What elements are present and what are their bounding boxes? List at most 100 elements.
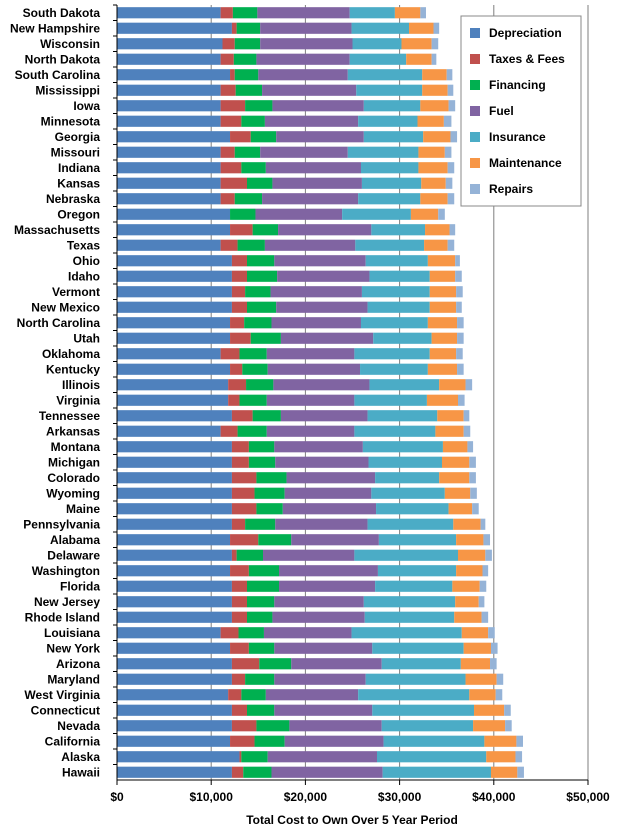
bar-segment <box>220 53 234 65</box>
bar-segment <box>373 332 432 344</box>
bar-row <box>117 348 463 360</box>
bar-segment <box>437 410 464 422</box>
bar-segment <box>490 642 498 654</box>
bar-segment <box>363 596 456 608</box>
category-label: Maine <box>66 502 100 516</box>
bar-segment <box>429 270 456 282</box>
bar-segment <box>406 53 432 65</box>
bar-segment <box>275 456 369 468</box>
bar-segment <box>276 131 364 143</box>
bar-segment <box>381 658 461 670</box>
bar-segment <box>230 642 249 654</box>
bar-segment <box>117 100 221 112</box>
category-label: Arizona <box>56 657 100 671</box>
bar-row <box>117 317 464 329</box>
bar-segment <box>381 720 474 732</box>
bar-segment <box>429 348 457 360</box>
bar-segment <box>455 270 462 282</box>
bar-segment <box>230 131 251 143</box>
bar-segment <box>117 53 221 65</box>
bar-segment <box>274 441 363 453</box>
legend-swatch <box>470 158 480 168</box>
category-label: Florida <box>60 579 100 593</box>
bar-row <box>117 658 497 670</box>
bar-segment <box>256 720 290 732</box>
bar-segment <box>431 53 437 65</box>
bar-segment <box>383 735 485 747</box>
bar-segment <box>234 193 263 205</box>
legend-label: Repairs <box>489 182 533 196</box>
bar-segment <box>258 534 292 546</box>
bar-segment <box>364 611 455 623</box>
bar-segment <box>231 441 249 453</box>
bar-segment <box>256 503 283 515</box>
bar-row <box>117 518 486 530</box>
bar-segment <box>289 720 382 732</box>
bar-segment <box>483 534 491 546</box>
category-label: Vermont <box>52 285 100 299</box>
bar-segment <box>231 518 246 530</box>
bar-segment <box>349 7 395 19</box>
bar-segment <box>458 394 465 406</box>
bar-segment <box>382 766 491 778</box>
bar-segment <box>474 704 505 716</box>
bar-segment <box>231 286 246 298</box>
bar-segment <box>241 115 265 127</box>
bar-segment <box>230 565 249 577</box>
bar-row <box>117 642 498 654</box>
bar-segment <box>401 38 432 50</box>
bar-segment <box>220 84 236 96</box>
bar-segment <box>117 177 221 189</box>
bar-segment <box>237 239 265 251</box>
bar-segment <box>231 596 247 608</box>
category-label: Alaska <box>61 750 100 764</box>
bar-segment <box>230 224 253 236</box>
x-tick-label: $40,000 <box>472 790 516 804</box>
bar-segment <box>461 627 489 639</box>
category-label: Wisconsin <box>40 37 100 51</box>
bar-segment <box>433 22 440 34</box>
bar-segment <box>358 689 470 701</box>
bar-segment <box>516 735 524 747</box>
bar-segment <box>279 580 376 592</box>
bar-segment <box>230 317 245 329</box>
bar-segment <box>263 627 352 639</box>
bar-row <box>117 208 445 220</box>
bar-row <box>117 689 503 701</box>
bar-segment <box>117 704 232 716</box>
bar-segment <box>278 224 372 236</box>
bar-row <box>117 115 452 127</box>
bar-segment <box>220 7 233 19</box>
legend-item: Financing <box>470 78 546 92</box>
category-label: Maryland <box>47 672 100 686</box>
bar-segment <box>117 410 232 422</box>
bar-segment <box>244 317 272 329</box>
bar-segment <box>117 69 231 81</box>
bar-segment <box>427 317 458 329</box>
bar-row <box>117 611 489 623</box>
bar-segment <box>228 379 247 391</box>
bar-segment <box>444 146 452 158</box>
bar-segment <box>371 487 445 499</box>
bar-segment <box>291 534 379 546</box>
bar-segment <box>355 239 425 251</box>
bar-segment <box>362 441 443 453</box>
bar-row <box>117 379 473 391</box>
bar-segment <box>117 162 221 174</box>
bar-segment <box>220 425 238 437</box>
bar-segment <box>258 69 348 81</box>
bar-segment <box>117 332 231 344</box>
legend-label: Financing <box>489 78 546 92</box>
bar-segment <box>230 534 259 546</box>
bar-row <box>117 410 470 422</box>
category-label: New Mexico <box>31 300 100 314</box>
bar-segment <box>504 704 511 716</box>
bar-segment <box>117 317 231 329</box>
category-label: Idaho <box>68 269 100 283</box>
bar-segment <box>231 487 255 499</box>
bar-segment <box>242 363 268 375</box>
category-label: Arkansas <box>46 424 100 438</box>
bar-segment <box>375 472 440 484</box>
bar-segment <box>254 735 285 747</box>
bar-segment <box>367 518 454 530</box>
